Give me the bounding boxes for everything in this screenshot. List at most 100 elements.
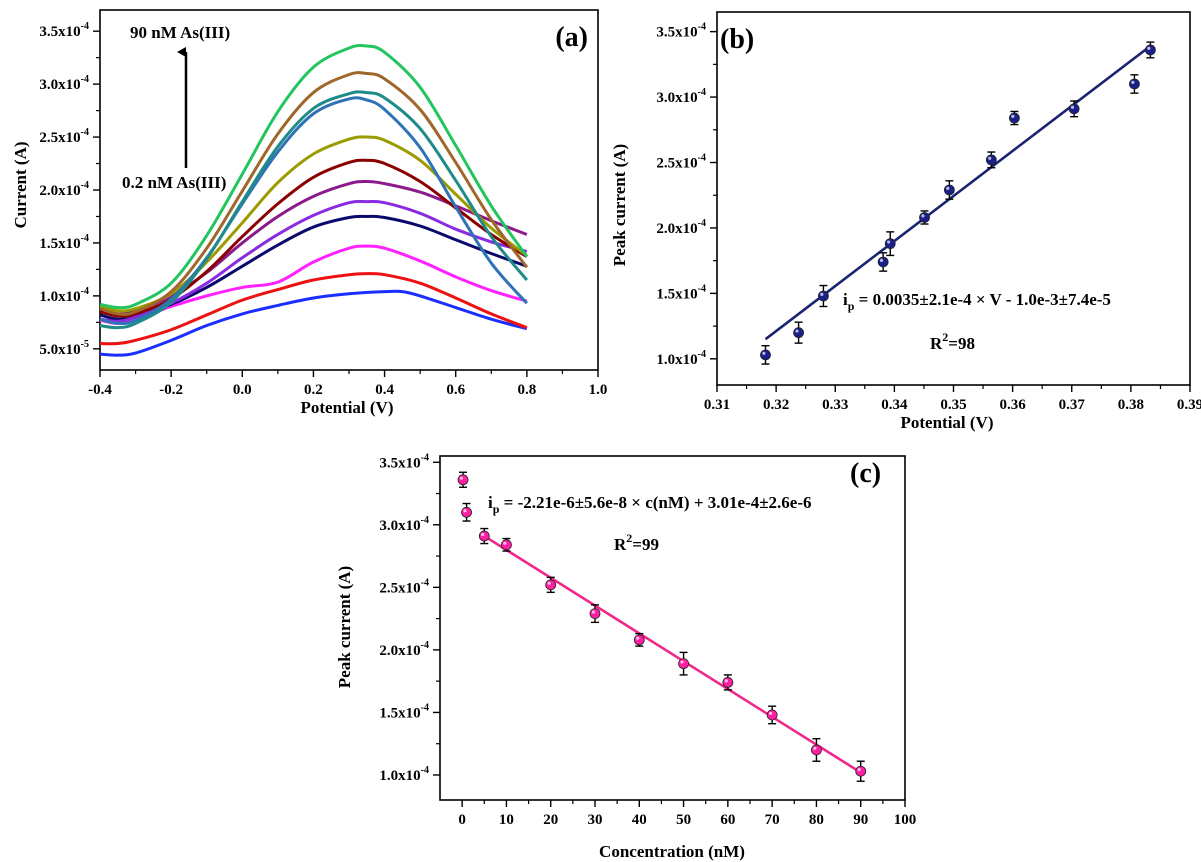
- data-point: [760, 349, 771, 361]
- data-point-highlight: [680, 660, 684, 664]
- equation-c: ip = -2.21e-6±5.6e-8 × c(nM) + 3.01e-4±2…: [488, 493, 812, 516]
- plot-area-a: [99, 9, 599, 371]
- panel-a: -0.4 -0.2 0.0 0.2 0.4 0.6 0.8 1.0 5.0x10-5 1.0x10…: [11, 9, 607, 417]
- x-tick-label: 0: [458, 812, 466, 828]
- data-point: [919, 212, 930, 223]
- data-point: [818, 290, 829, 302]
- y-tick-label: 3.5x10-4: [656, 22, 706, 41]
- y-tick-label: 1.5x10-4: [39, 233, 89, 252]
- axis-ticks-c: 0 10 20 30 40 50 60 70 80 90 100 1.0x10-4 1.5x10-4 2.…: [379, 452, 916, 828]
- x-tick-label: -0.2: [159, 382, 183, 398]
- plot-frame: [439, 455, 906, 801]
- data-point-highlight: [547, 581, 551, 585]
- series-line-10: [99, 90, 529, 330]
- x-tick-label: 0.37: [1059, 397, 1086, 413]
- x-tick-label: 20: [543, 812, 558, 828]
- y-tick-label: 1.5x10-4: [656, 283, 706, 302]
- x-tick-label: 0.4: [375, 382, 394, 398]
- panel-label-b: (b): [720, 24, 754, 55]
- y-tick-label: 3.0x10-4: [656, 87, 706, 106]
- equation-b-sub: p: [848, 299, 855, 313]
- data-point-highlight: [887, 240, 891, 244]
- data-point: [766, 709, 778, 721]
- y-tick-label: 2.5x10-4: [39, 127, 89, 146]
- x-tick-label: 50: [676, 812, 691, 828]
- y-tick-label: 1.0x10-4: [39, 286, 89, 305]
- x-tick-label: 70: [765, 812, 780, 828]
- panel-c: 0 10 20 30 40 50 60 70 80 90 100 1.0x10-4 1.5x10-4 2.…: [335, 452, 916, 861]
- data-point-highlight: [463, 509, 467, 513]
- y-tick-label: 3.5x10-4: [39, 21, 89, 40]
- data-point: [478, 530, 490, 542]
- equation-b-lead: i: [843, 290, 848, 309]
- data-point-highlight: [1147, 46, 1151, 50]
- data-point-highlight: [1011, 114, 1015, 119]
- x-tick-label: 30: [588, 812, 603, 828]
- annotation-bottom: 0.2 nM As(III): [122, 173, 226, 192]
- data-point-highlight: [1070, 105, 1075, 109]
- y-tick-label: 1.0x10-4: [379, 765, 429, 784]
- data-point-highlight: [988, 156, 992, 160]
- x-tick-label: 0.33: [822, 397, 848, 413]
- x-tick-label: 0.8: [517, 382, 536, 398]
- x-tick-label: 60: [720, 812, 735, 828]
- x-axis-title-c: Concentration (nM): [599, 842, 745, 861]
- x-tick-label: 0.2: [304, 382, 323, 398]
- x-tick-label: 0.6: [446, 382, 465, 398]
- r2-c: R2=99: [614, 531, 659, 554]
- x-axis-title-b: Potential (V): [900, 413, 993, 432]
- x-axis-title-a: Potential (V): [300, 398, 393, 417]
- data-point: [1068, 103, 1080, 115]
- panel-label-c: (c): [850, 458, 881, 489]
- data-point-highlight: [820, 292, 824, 297]
- annotation-top: 90 nM As(III): [130, 23, 230, 42]
- data-point: [501, 539, 512, 551]
- data-point-highlight: [921, 214, 925, 218]
- fit-line: [764, 44, 1152, 341]
- series-line-3: [99, 244, 528, 325]
- data-point: [545, 579, 557, 591]
- r2-c-sup: 2: [626, 531, 632, 545]
- plot-area-c: [439, 455, 906, 801]
- x-tick-label: -0.4: [88, 382, 112, 398]
- equation-c-sub: p: [493, 502, 500, 516]
- data-point-highlight: [636, 636, 640, 640]
- series-line-7: [99, 158, 528, 318]
- series-line-11: [99, 71, 529, 316]
- plot-frame: [716, 11, 1191, 386]
- x-tick-label: 40: [632, 812, 647, 828]
- data-point: [943, 184, 955, 196]
- data-point-highlight: [724, 679, 728, 683]
- x-tick-label: 0.31: [704, 397, 730, 413]
- y-tick-label: 3.0x10-4: [379, 515, 429, 534]
- y-tick-label: 1.0x10-4: [656, 349, 706, 368]
- data-point: [793, 327, 804, 339]
- data-point: [811, 744, 822, 756]
- data-point: [461, 506, 472, 518]
- x-tick-label: 0.39: [1177, 397, 1201, 413]
- data-point: [855, 765, 867, 777]
- r2-b-rest: =98: [948, 334, 975, 353]
- x-tick-label: 0.35: [940, 397, 966, 413]
- data-point-highlight: [795, 329, 799, 333]
- axis-ticks-a: -0.4 -0.2 0.0 0.2 0.4 0.6 0.8 1.0 5.0x10-5 1.0x10…: [39, 21, 607, 398]
- x-tick-label: 0.36: [1000, 397, 1027, 413]
- series-line-1: [99, 289, 528, 357]
- series-line-5: [99, 199, 528, 323]
- x-tick-label: 0.32: [763, 397, 789, 413]
- y-axis-title-b: Peak current (A): [610, 144, 629, 266]
- r2-b-lead: R: [930, 334, 943, 353]
- data-point-highlight: [768, 711, 773, 715]
- data-point: [589, 608, 601, 620]
- data-point-highlight: [946, 186, 950, 190]
- panel-label-a: (a): [555, 22, 588, 53]
- data-point: [722, 677, 734, 688]
- x-tick-label: 90: [853, 812, 868, 828]
- x-tick-label: 0.0: [233, 382, 252, 398]
- data-point: [884, 238, 896, 250]
- x-tick-label: 0.38: [1118, 397, 1144, 413]
- panel-b: 0.31 0.32 0.33 0.34 0.35 0.36 0.37 0.38 0.39 1.0x…: [610, 11, 1201, 432]
- y-tick-label: 2.5x10-4: [379, 577, 429, 596]
- y-tick-label: 2.5x10-4: [656, 153, 706, 172]
